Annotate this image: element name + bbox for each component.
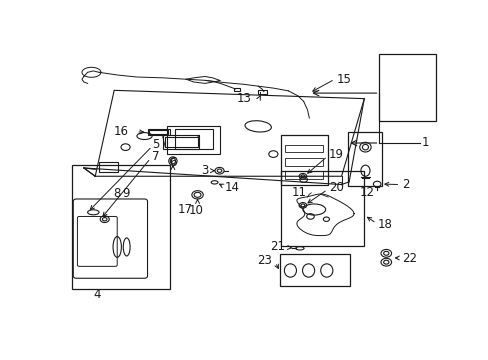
Text: 22: 22: [401, 252, 416, 265]
Text: 23: 23: [257, 254, 272, 267]
Bar: [165, 137, 197, 148]
Bar: [280, 135, 327, 185]
Text: 8: 8: [113, 187, 121, 201]
Text: 4: 4: [93, 288, 101, 301]
Text: 17: 17: [178, 203, 192, 216]
Text: 6: 6: [169, 156, 176, 169]
Text: 5: 5: [152, 138, 159, 151]
Text: 18: 18: [377, 218, 392, 231]
Text: 1: 1: [421, 136, 428, 149]
Bar: [258, 90, 266, 94]
Bar: [163, 135, 199, 149]
Bar: [233, 88, 240, 91]
Bar: [284, 145, 322, 152]
Bar: [72, 165, 170, 288]
Bar: [149, 130, 168, 134]
Bar: [99, 162, 118, 172]
Text: 12: 12: [359, 186, 374, 199]
Bar: [175, 129, 212, 149]
Text: 3: 3: [201, 164, 208, 177]
Text: 19: 19: [328, 148, 343, 161]
Text: 9: 9: [122, 187, 130, 201]
Bar: [280, 254, 349, 286]
Bar: [167, 126, 220, 154]
Text: 20: 20: [328, 181, 343, 194]
Bar: [147, 129, 170, 135]
Text: 11: 11: [291, 186, 306, 199]
Text: 10: 10: [188, 204, 203, 217]
Bar: [280, 171, 364, 246]
Bar: [379, 54, 435, 121]
Text: 14: 14: [224, 181, 239, 194]
Bar: [284, 171, 322, 179]
Bar: [347, 132, 382, 186]
Text: 21: 21: [269, 240, 284, 253]
Text: 16: 16: [113, 125, 128, 138]
Text: 13: 13: [236, 92, 251, 105]
Bar: [284, 158, 322, 166]
Text: 15: 15: [336, 73, 350, 86]
Text: 7: 7: [152, 150, 159, 163]
Text: 2: 2: [401, 178, 409, 191]
